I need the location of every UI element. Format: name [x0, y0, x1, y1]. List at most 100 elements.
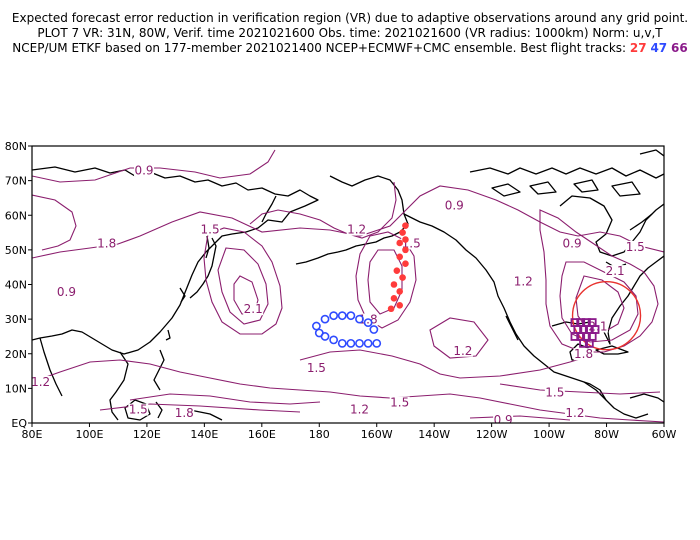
- track-47-point: [346, 311, 356, 321]
- lon-tick-label: 180: [309, 428, 330, 441]
- title-line-3-prefix: NCEP/UM ETKF based on 177-member 2021021…: [12, 41, 627, 55]
- contour-0-9-south: [469, 415, 571, 421]
- contour-label-bg: [605, 265, 626, 278]
- contour-0-9-loop-2: [32, 194, 77, 251]
- track-27-point: [396, 239, 404, 247]
- lat-tick-label: 50N: [5, 244, 27, 257]
- lon-tick-label: 160W: [361, 428, 393, 441]
- title-line-3: NCEP/UM ETKF based on 177-member 2021021…: [0, 41, 700, 56]
- contour-label-bg: [389, 396, 410, 409]
- coastline-sakhalin: [205, 235, 210, 259]
- map-plot-area: 0.90.90.90.90.91.21.21.21.21.2 1.21.51.51…: [32, 149, 664, 427]
- coastline-japan: [189, 237, 217, 299]
- coastline-taiwan: [165, 329, 171, 341]
- track-27-label: 27: [629, 41, 647, 55]
- contour-label-bg: [306, 362, 327, 375]
- track-27-point: [390, 281, 398, 288]
- contour-label-bg: [493, 414, 514, 423]
- contour-label: 0.9: [445, 198, 464, 212]
- contour-label: 0.9: [494, 413, 513, 427]
- contour-label: 2.1: [244, 302, 263, 316]
- track-27-point: [399, 274, 406, 281]
- contour-1-5-east: [539, 209, 659, 353]
- lon-tick-label: 140E: [190, 428, 218, 441]
- track-47-point: [329, 335, 339, 345]
- lon-tick-label: 80W: [594, 428, 619, 441]
- title-line-1: Expected forecast error reduction in ver…: [11, 11, 689, 25]
- track-47-point: [346, 338, 356, 348]
- contour-label: 0.9: [57, 285, 76, 299]
- track-27-point: [402, 246, 409, 254]
- lat-tick-label: 70N: [5, 175, 27, 188]
- track-66-point: [570, 332, 580, 341]
- track-27-point: [396, 253, 404, 261]
- contour-label-bg: [452, 344, 473, 357]
- track-47-point: [363, 338, 373, 348]
- contour-label-bg: [513, 275, 534, 288]
- track-27-point: [402, 222, 409, 229]
- coastline-baja: [505, 315, 519, 341]
- contour-label: 1.2: [347, 223, 366, 237]
- contour-label-bg: [444, 199, 465, 212]
- contour-1-5-east-south: [499, 383, 661, 395]
- lon-tick-label: 140W: [418, 428, 450, 441]
- contour-label-bg: [349, 403, 370, 416]
- coastline-india: [39, 337, 63, 397]
- track-47-point: [320, 314, 330, 324]
- track-47-point: [311, 321, 321, 331]
- lon-tick-label: 120W: [476, 428, 508, 441]
- coastline-korea: [179, 287, 186, 303]
- lat-tick-label: 80N: [5, 140, 27, 153]
- track-27-point: [402, 260, 409, 268]
- coastline-cuba: [595, 345, 629, 355]
- longitude-axis: 80E 100E 120E 140E 160E 180 160W 140W 120W 100W 80…: [22, 423, 677, 441]
- contour-label-bg: [573, 348, 594, 361]
- track-47-point: [372, 338, 382, 348]
- coastline-borneo: [124, 399, 151, 421]
- contour-label-bg: [346, 223, 367, 236]
- contour-label: 1.8: [574, 347, 593, 361]
- verification-region: [571, 280, 642, 351]
- contour-2-1-east: [575, 275, 625, 333]
- contour-label: 1.5: [626, 240, 645, 254]
- flight-track-66: [570, 318, 600, 348]
- track-47-label: 47: [650, 41, 668, 55]
- coastline-north-america-west: [403, 213, 607, 401]
- coastline-south-america: [629, 393, 664, 403]
- contour-label: 1.2: [565, 406, 584, 420]
- track-66-point: [579, 338, 588, 348]
- contour-1-2-north: [249, 181, 397, 239]
- coastline-kamchatka: [261, 195, 277, 223]
- coastline-arctic-island-2: [529, 181, 557, 195]
- contour-label: 1.2: [514, 275, 533, 289]
- coastline-greenland: [639, 149, 664, 157]
- contour-0-9-west-loop: [32, 185, 664, 259]
- contour-label: 1.5: [390, 396, 409, 410]
- contour-label-bg: [200, 223, 221, 236]
- contour-label: 1.5: [201, 223, 220, 237]
- track-27-point: [396, 301, 404, 309]
- coastline-arctic-island-1: [491, 183, 521, 197]
- contour-1-8-west: [217, 247, 269, 325]
- contour-label-bg: [174, 407, 195, 420]
- contour-label: 1.2: [350, 403, 369, 417]
- coastline-alaska: [329, 175, 409, 253]
- track-47-point: [329, 311, 339, 321]
- track-47-point: [337, 311, 347, 321]
- contour-1-2-center: [299, 349, 591, 379]
- coastline-indochina: [109, 351, 129, 421]
- track-47-point: [355, 314, 364, 324]
- contour-1-5-west: [203, 227, 283, 335]
- contour-label-bg: [564, 407, 585, 420]
- contour-label-bg: [544, 386, 565, 399]
- contour-1-2-south: [32, 359, 664, 423]
- track-47-point: [369, 325, 379, 334]
- contour-1-8-south: [129, 393, 321, 405]
- lat-tick-label: 40N: [5, 279, 27, 292]
- contour-label: 1.5: [129, 403, 148, 417]
- contour-labels: 0.90.90.90.90.91.21.21.21.21.2 1.21.51.51…: [32, 164, 646, 427]
- contour-label: 1.5: [307, 361, 326, 375]
- lat-tick-label: 10N: [5, 382, 27, 395]
- track-66-label: 66: [670, 41, 688, 55]
